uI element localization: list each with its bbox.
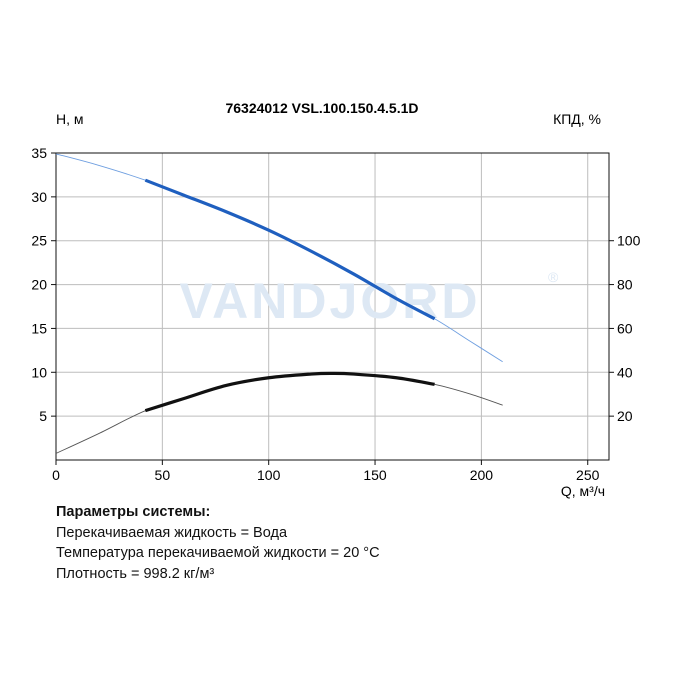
y-tick-label: 5: [39, 408, 47, 424]
y-tick-label: 30: [31, 189, 47, 205]
y-tick-label: 10: [31, 364, 47, 380]
chart-title: 76324012 VSL.100.150.4.5.1D: [225, 100, 418, 116]
head-curve-full: [55, 153, 503, 363]
watermark-registered-icon: ®: [548, 269, 559, 285]
x-tick-label: 100: [257, 467, 281, 483]
watermark: VANDJORD: [180, 273, 481, 329]
parameter-line: Перекачиваемая жидкость = Вода: [56, 524, 288, 541]
x-tick-label: 0: [52, 467, 60, 483]
y-tick-label: 20: [31, 277, 47, 293]
y2-tick-label: 20: [617, 408, 633, 424]
x-tick-label: 150: [363, 467, 387, 483]
y-axis-label: H, м: [56, 111, 84, 127]
y-tick-label: 35: [31, 145, 47, 161]
system-parameters: Параметры системы: Перекачиваемая жидкос…: [56, 502, 380, 584]
y-tick-label: 25: [31, 233, 47, 249]
y2-tick-label: 40: [617, 364, 633, 380]
axis-ticks: 0 50 100 150 200 250 5 10 15 20 25 30 35 20 40 60 80 100: [31, 145, 640, 483]
x-tick-label: 50: [155, 467, 171, 483]
x-axis-label: Q, м³/ч: [561, 483, 605, 499]
x-tick-label: 250: [576, 467, 600, 483]
efficiency-curve-operating: [144, 371, 435, 413]
head-curve-operating: [144, 178, 436, 321]
parameter-line: Температура перекачиваемой жидкости = 20…: [56, 545, 380, 561]
y2-axis-label: КПД, %: [553, 111, 601, 127]
plot-frame: [55, 152, 610, 461]
y2-tick-label: 100: [617, 233, 641, 249]
curves: [55, 153, 503, 454]
grid-lines: [56, 153, 609, 460]
efficiency-curve-full: [55, 372, 503, 454]
y2-tick-label: 60: [617, 320, 633, 336]
x-tick-label: 200: [470, 467, 494, 483]
parameter-line: Плотность = 998.2 кг/м³: [56, 565, 215, 582]
parameters-title: Параметры системы:: [56, 504, 211, 520]
y2-tick-label: 80: [617, 277, 633, 293]
y-tick-label: 15: [31, 320, 47, 336]
